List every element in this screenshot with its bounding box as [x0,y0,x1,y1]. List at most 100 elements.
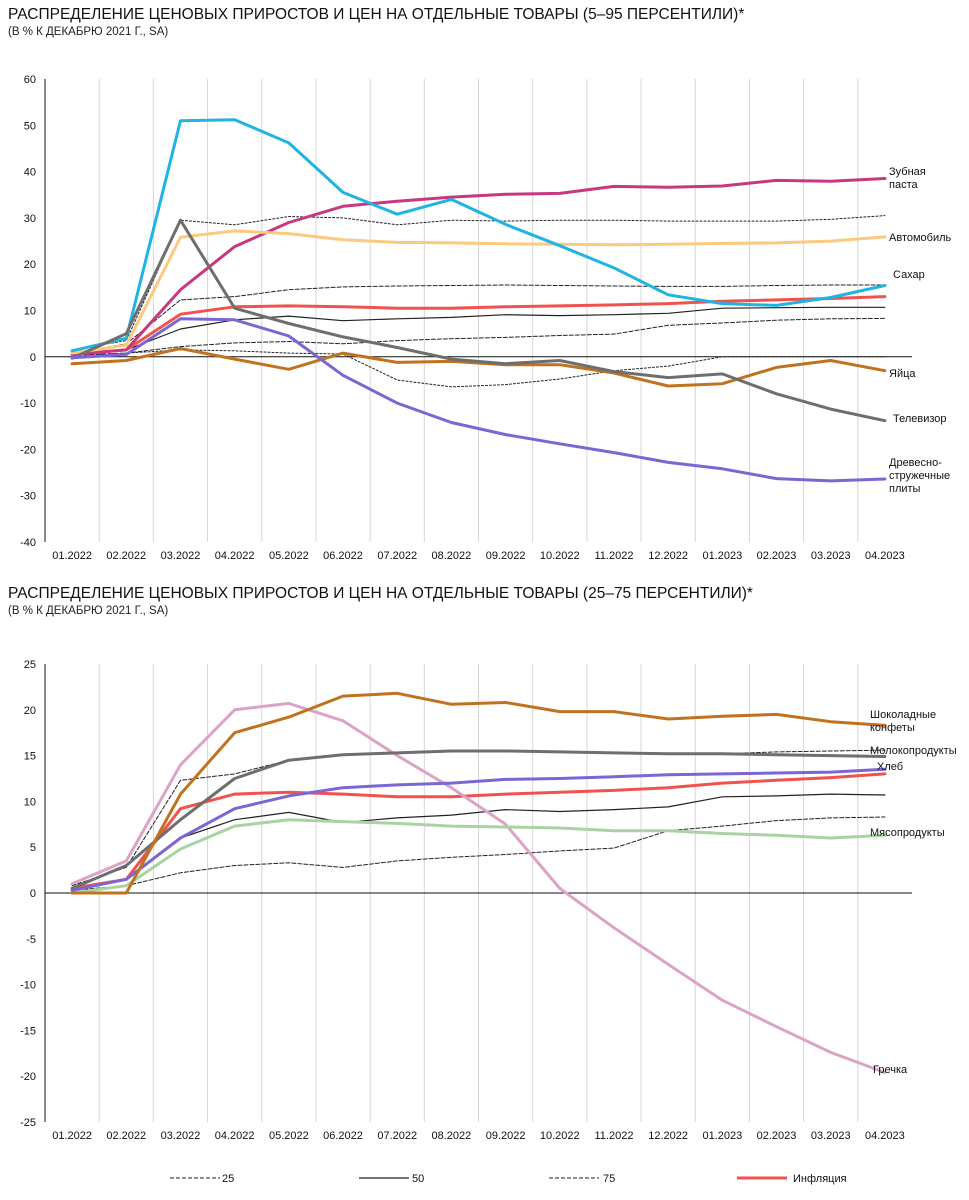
series-line-25 [71,816,886,891]
series-label-line: Хлеб [877,761,903,773]
series-label-line: Шоколадные [870,709,936,721]
x-tick-label: 10.2022 [540,1130,580,1142]
series-line-инфляция [70,772,887,890]
y-tick-label: 60 [24,74,36,86]
series-line-шоколадные-конфеты [70,691,887,895]
x-tick-label: 11.2022 [594,1130,633,1142]
series-label-line: конфеты [870,722,915,734]
x-tick-label: 06.2022 [323,550,363,562]
series-line-зубная-паста [70,177,887,356]
x-tick-label: 03.2022 [161,1130,201,1142]
y-tick-label: 5 [30,842,36,854]
x-tick-label: 07.2022 [377,550,417,562]
series-line-50 [71,793,886,890]
series-label-сахар: Сахар [893,269,925,281]
x-tick-label: 10.2022 [540,550,580,562]
series-label-line: Гречка [873,1064,908,1076]
series-label-line: Телевизор [893,413,947,425]
series-label-молокопродукты: Молокопродукты [870,745,957,757]
series-label-line: паста [889,179,918,191]
x-tick-label: 05.2022 [269,1130,309,1142]
y-tick-label: -30 [20,491,36,503]
x-tick-label: 07.2022 [377,1130,417,1142]
series-label-телевизор: Телевизор [893,413,947,425]
y-tick-label: -10 [20,980,36,992]
x-tick-label: 12.2022 [648,550,688,562]
x-tick-label: 02.2023 [757,1130,797,1142]
x-tick-label: 09.2022 [486,550,526,562]
y-tick-label: 20 [24,705,36,717]
x-tick-label: 01.2023 [702,550,742,562]
series-label-хлеб: Хлеб [877,761,903,773]
x-tick-label: 08.2022 [432,1130,472,1142]
series-label-line: стружечные [889,470,950,482]
series-label-гречка: Гречка [873,1064,908,1076]
series-line-75 [71,284,886,354]
chart2-subtitle: (В % К ДЕКАБРЮ 2021 Г., SA) [8,605,169,617]
x-tick-label: 04.2023 [865,550,905,562]
x-tick-label: 03.2023 [811,550,851,562]
legend-label-инфляция: Инфляция [793,1173,847,1185]
series-line-гречка [70,701,887,1074]
legend-label-25: 25 [222,1173,234,1185]
y-tick-label: -40 [20,537,36,549]
x-tick-label: 01.2023 [702,1130,742,1142]
legend-label-75: 75 [603,1173,615,1185]
y-tick-label: 20 [24,259,36,271]
chart2-title: РАСПРЕДЕЛЕНИЕ ЦЕНОВЫХ ПРИРОСТОВ И ЦЕН НА… [8,585,753,602]
y-tick-label: 15 [24,751,36,763]
y-tick-label: 10 [24,796,36,808]
series-line-мясопродукты [70,818,887,895]
x-tick-label: 12.2022 [648,1130,688,1142]
series-label-line: Древесно- [889,457,942,469]
series-line-телевизор [70,218,887,423]
series-label-line: Мясопродукты [870,827,945,839]
series-line-инфляция [70,295,887,356]
series-line-яйца [70,347,887,388]
series-label-line: плиты [889,483,921,495]
x-tick-label: 06.2022 [323,1130,363,1142]
series-line-5 [71,349,886,388]
series-label-line: Молокопродукты [870,745,957,757]
legend: 25 50 75 Инфляция [170,1173,847,1185]
y-tick-label: 10 [24,306,36,318]
x-tick-label: 08.2022 [432,550,472,562]
y-tick-label: 25 [24,659,36,671]
series-label-шоколадные-конфеты: Шоколадные конфеты [870,709,936,734]
y-tick-label: -25 [20,1117,36,1129]
y-tick-label: -10 [20,398,36,410]
x-tick-label: 09.2022 [486,1130,526,1142]
chart-1: -40 -30 -20 -10 0 10 20 30 40 50 60 01.2022 02.2022 0… [20,74,951,562]
chart-2: -25 -20 -15 -10 -5 0 5 10 15 20 25 01.2022 02.2022 03… [20,659,957,1142]
y-tick-label: 50 [24,120,36,132]
x-tick-label: 04.2022 [215,550,255,562]
series-line-50 [71,306,886,356]
y-tick-label: -5 [26,934,36,946]
legend-label-50: 50 [412,1173,424,1185]
x-tick-label: 02.2022 [106,550,146,562]
series-label-line: Яйца [889,368,916,380]
series-label-line: Сахар [893,269,925,281]
series-label-зубная-паста: Зубная паста [889,166,926,191]
x-tick-label: 03.2022 [161,550,201,562]
x-tick-label: 01.2022 [52,550,92,562]
series-line-25 [71,317,886,356]
x-tick-label: 03.2023 [811,1130,851,1142]
x-tick-label: 05.2022 [269,550,309,562]
y-tick-label: -20 [20,1071,36,1083]
x-tick-label: 02.2023 [757,550,797,562]
x-tick-label: 04.2022 [215,1130,255,1142]
series-line-сахар [70,118,887,353]
x-tick-label: 01.2022 [52,1130,92,1142]
series-label-line: Автомобиль [889,232,952,244]
y-tick-label: 40 [24,167,36,179]
series-line-автомобиль [70,229,887,355]
x-tick-label: 02.2022 [106,1130,146,1142]
y-tick-label: 30 [24,213,36,225]
series-label-автомобиль: Автомобиль [889,232,952,244]
series-label-line: Зубная [889,166,926,178]
chart1-subtitle: (В % К ДЕКАБРЮ 2021 Г., SA) [8,26,169,38]
y-tick-label: -20 [20,444,36,456]
series-label-древесно-стружечные-плиты: Древесно-стружечные плиты [889,457,950,495]
y-tick-label: 0 [30,888,36,900]
